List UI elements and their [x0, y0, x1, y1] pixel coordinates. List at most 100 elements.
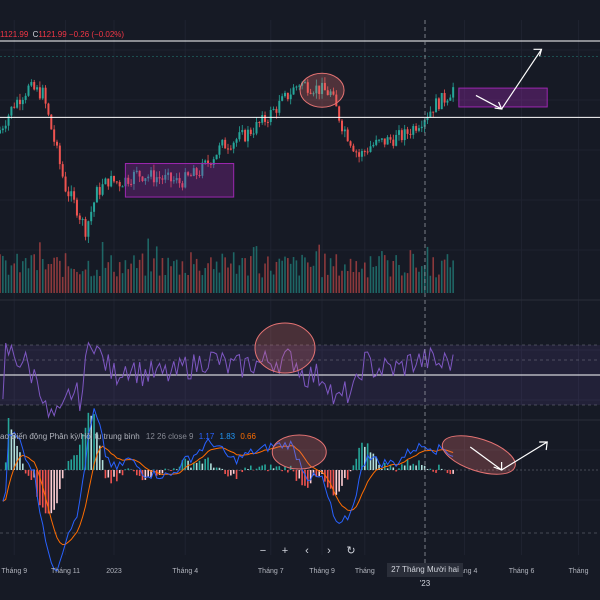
macd-histogram-bar [449, 470, 452, 475]
volume-bar [440, 260, 443, 293]
up-arrow [501, 48, 542, 110]
candle-body [70, 191, 73, 197]
volume-bar [193, 264, 195, 293]
macd-histogram-bar [352, 465, 355, 470]
candle-body [215, 154, 218, 160]
time-axis-label: Tháng [355, 568, 375, 575]
candle-body [178, 178, 181, 184]
macd-histogram-bar [235, 470, 238, 480]
candle-body [207, 160, 210, 164]
candle-body [312, 93, 315, 95]
volume-bar [292, 257, 295, 293]
macd-histogram-bar [53, 470, 55, 510]
candle-body [275, 108, 278, 113]
volume-bar [366, 277, 369, 293]
volume-bar [147, 238, 149, 293]
candle-body [50, 114, 53, 130]
candle-body [158, 177, 161, 179]
volume-bar [2, 255, 4, 293]
macd-histogram-bar [438, 464, 440, 470]
consolidation-box [124, 163, 235, 198]
macd-histogram-bar [173, 468, 175, 470]
scroll-back-button[interactable]: ‹ [305, 545, 309, 557]
chart-nav-toolbar: − + ‹ › ↻ [256, 544, 358, 558]
macd-histogram-bar [272, 468, 275, 470]
candle-body [221, 139, 224, 146]
volume-bar [432, 257, 434, 293]
volume-bar [418, 271, 420, 293]
macd-histogram-bar [175, 469, 178, 470]
macd-histogram-bar [435, 470, 437, 473]
candle-body [1, 128, 4, 131]
candle-body [286, 92, 289, 100]
candle-body [446, 100, 449, 103]
macd-histogram-bar [193, 462, 195, 470]
macd-histogram-bar [79, 444, 81, 470]
candle-body [53, 129, 56, 142]
volume-bar [4, 260, 7, 293]
crosshair-date-label: 27 Tháng Mười hai '23 [387, 563, 463, 588]
volume-bar [136, 268, 138, 293]
zoom-in-button[interactable]: + [281, 545, 289, 557]
macd-histogram-bar [195, 462, 198, 470]
volume-bar [383, 255, 386, 293]
candle-body [301, 82, 304, 86]
volume-bar [70, 268, 73, 293]
volume-bar [326, 274, 329, 293]
macd-histogram-bar [61, 470, 64, 479]
macd-histogram-bar [218, 467, 221, 470]
volume-bar [212, 269, 215, 293]
volume-bar [318, 244, 320, 293]
volume-bar [438, 274, 440, 293]
candle-body [155, 177, 158, 183]
candle-body [443, 93, 446, 103]
volume-bar [53, 257, 55, 293]
volume-bar [22, 261, 24, 293]
candle-body [170, 172, 172, 182]
time-axis-label: Tháng 4 [452, 568, 478, 575]
macd-histogram-bar [116, 470, 118, 482]
macd-histogram-bar [96, 432, 98, 470]
macd-histogram-bar [210, 463, 212, 470]
candle-body [378, 139, 381, 141]
candle-body [181, 183, 184, 188]
macd-histogram-bar [292, 470, 295, 472]
scroll-forward-button[interactable]: › [327, 545, 331, 557]
volume-bar [138, 259, 141, 293]
volume-bar [352, 271, 355, 293]
volume-bar [369, 256, 372, 293]
candle-body [400, 130, 403, 141]
candle-body [375, 139, 378, 145]
macd-histogram-bar [241, 470, 244, 473]
reset-chart-button[interactable]: ↻ [346, 545, 356, 557]
volume-bar [27, 268, 30, 293]
candle-body [36, 87, 39, 90]
volume-bar [64, 253, 67, 293]
macd-histogram-bar [93, 414, 95, 470]
volume-bar [329, 258, 332, 293]
candle-body [261, 114, 264, 123]
macd-histogram-bar [76, 455, 78, 470]
macd-histogram-bar [107, 470, 110, 478]
signal-value: 1.83 [219, 432, 236, 441]
macd-histogram-bar [110, 470, 112, 484]
down-arrow [475, 94, 502, 110]
candle-body [110, 175, 113, 187]
macd-histogram-bar [19, 452, 21, 470]
macd-histogram-bar [429, 468, 432, 470]
volume-bar [361, 268, 363, 293]
volume-bar [324, 253, 326, 293]
candle-body [98, 187, 101, 195]
candle-body [167, 172, 170, 175]
macd-histogram-bar [118, 470, 121, 474]
macd-histogram-bar [346, 470, 349, 480]
candle-body [10, 106, 13, 116]
volume-bar [349, 258, 352, 293]
volume-bar [235, 273, 238, 293]
close-key: C [32, 30, 39, 39]
macd-histogram-bar [389, 465, 392, 470]
macd-histogram-bar [30, 470, 33, 480]
zoom-out-button[interactable]: − [259, 545, 267, 557]
macd-histogram-bar [250, 465, 252, 470]
